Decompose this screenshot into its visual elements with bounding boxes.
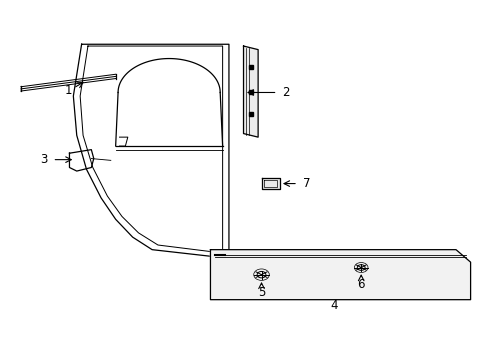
Polygon shape [261,178,280,189]
Text: 2: 2 [282,86,289,99]
Text: 6: 6 [357,278,364,291]
Polygon shape [243,46,258,137]
Text: 3: 3 [40,153,47,166]
Text: 1: 1 [64,84,72,97]
Text: 4: 4 [330,299,338,312]
Text: 5: 5 [257,286,264,299]
Polygon shape [210,249,469,300]
Text: 7: 7 [302,177,310,190]
